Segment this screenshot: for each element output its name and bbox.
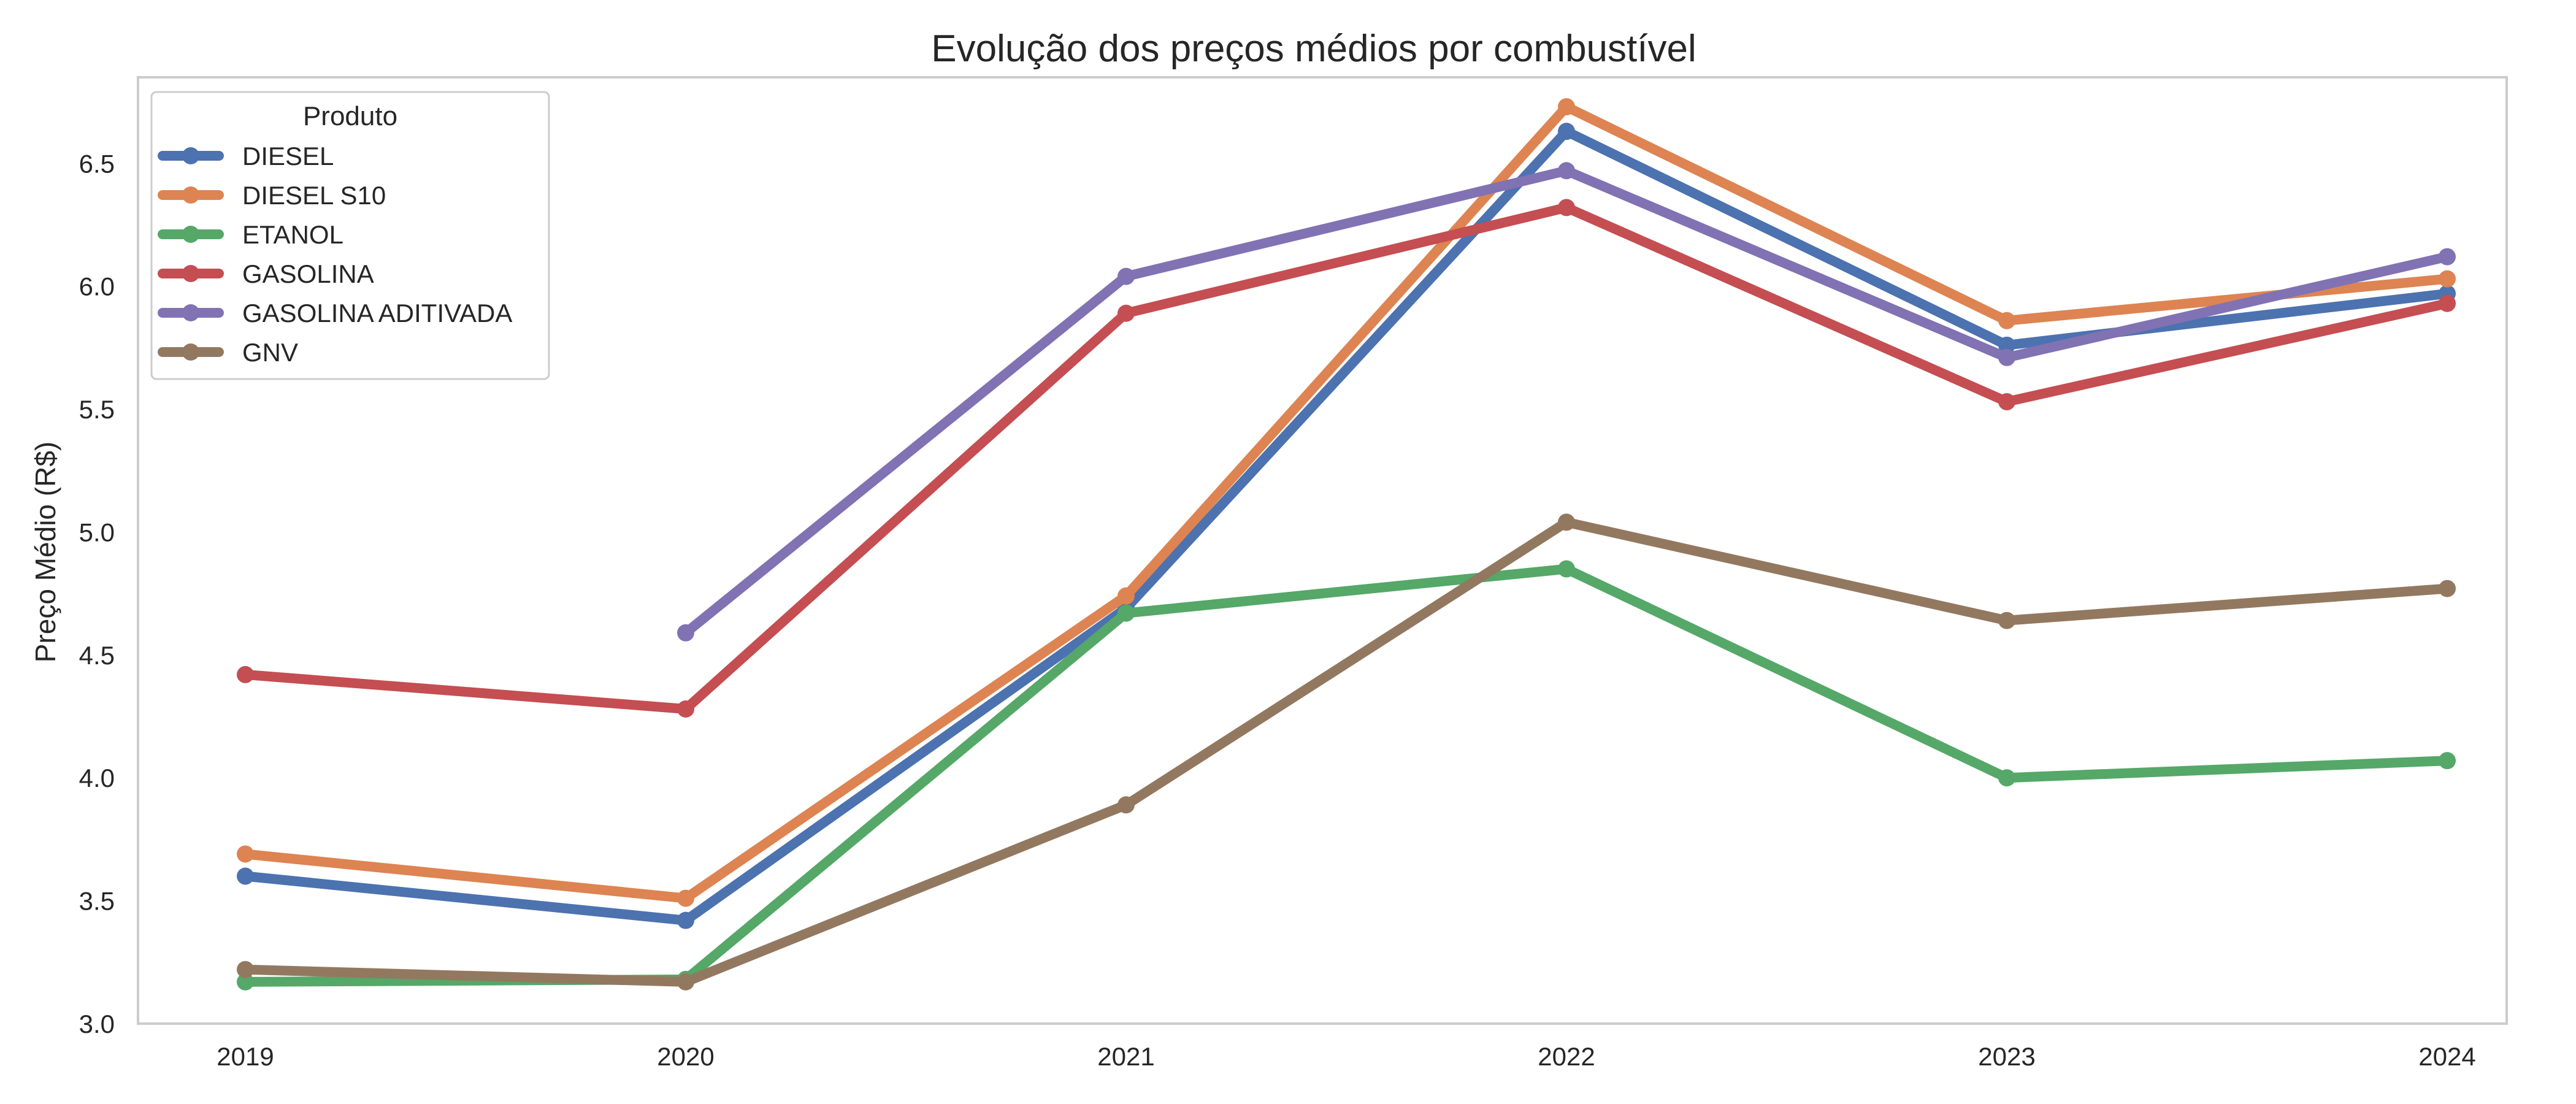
data-point xyxy=(677,911,694,929)
legend-item: DIESEL xyxy=(158,142,334,171)
y-axis-label: Preço Médio (R$) xyxy=(29,442,61,662)
data-point xyxy=(1558,199,1575,217)
y-tick-label: 6.5 xyxy=(79,149,115,178)
legend-box xyxy=(150,91,550,380)
y-tick-label: 3.0 xyxy=(79,1010,115,1038)
legend-item: GNV xyxy=(158,338,298,367)
data-point xyxy=(1998,336,2015,354)
data-point xyxy=(1117,604,1135,622)
legend-swatch-marker xyxy=(182,147,199,164)
data-point xyxy=(677,624,694,642)
data-point xyxy=(677,889,694,907)
series-2 xyxy=(237,560,2456,991)
data-point xyxy=(237,867,254,885)
legend-label: DIESEL S10 xyxy=(242,181,386,210)
y-tick-label: 6.0 xyxy=(79,272,115,301)
series-3 xyxy=(237,199,2456,718)
y-tick-label: 5.5 xyxy=(79,395,115,424)
data-point xyxy=(237,960,254,978)
data-point xyxy=(2439,580,2456,597)
data-point xyxy=(1998,348,2015,366)
y-axis: 3.0 3.5 4.0 4.5 5.0 5.5 6.0 6.5 xyxy=(79,149,115,1038)
data-point xyxy=(1558,98,1575,116)
x-tick-label: 2019 xyxy=(217,1042,274,1071)
x-tick-label: 2024 xyxy=(2418,1042,2475,1071)
legend-items: DIESEL DIESEL S10 ETANOL GASOLINA GASOLINA A… xyxy=(158,142,512,367)
legend-swatch-marker xyxy=(182,304,199,321)
data-point xyxy=(1558,123,1575,140)
data-point xyxy=(1998,769,2015,787)
legend-item: ETANOL xyxy=(158,220,343,249)
legend-label: GNV xyxy=(242,338,298,367)
series-line xyxy=(240,202,2452,714)
data-point xyxy=(1117,796,1135,814)
data-point xyxy=(2439,248,2456,266)
x-tick-label: 2021 xyxy=(1097,1042,1154,1071)
y-tick-label: 3.5 xyxy=(79,887,115,916)
legend-swatch-marker xyxy=(182,226,199,243)
x-axis: 2019 2020 2021 2022 2023 2024 xyxy=(217,1042,2475,1071)
legend-label: GASOLINA ADITIVADA xyxy=(242,299,512,328)
y-tick-label: 4.0 xyxy=(79,764,115,792)
plot-area xyxy=(137,76,2508,1025)
series-layer xyxy=(237,98,2456,991)
data-point xyxy=(1998,611,2015,629)
data-point xyxy=(2439,270,2456,288)
data-point xyxy=(1558,162,1575,180)
x-tick-label: 2023 xyxy=(1978,1042,2035,1071)
y-tick-label: 4.5 xyxy=(79,641,115,670)
data-point xyxy=(237,845,254,863)
legend-item: GASOLINA ADITIVADA xyxy=(158,299,512,328)
data-point xyxy=(677,700,694,718)
legend-swatch-marker xyxy=(182,186,199,204)
legend-swatch-marker xyxy=(182,265,199,282)
legend-title: Produto xyxy=(303,101,397,131)
data-point xyxy=(1117,587,1135,605)
data-point xyxy=(1998,393,2015,411)
data-point xyxy=(1558,560,1575,578)
chart-title: Evolução dos preços médios por combustív… xyxy=(931,28,1696,70)
data-point xyxy=(237,973,254,991)
series-1 xyxy=(237,98,2456,907)
data-point xyxy=(1117,304,1135,322)
data-point xyxy=(1117,267,1135,285)
data-point xyxy=(2439,752,2456,770)
series-line xyxy=(240,126,2452,926)
legend-label: ETANOL xyxy=(242,220,343,249)
legend: Produto DIESEL DIESEL S10 ETANOL GASOLINA GA… xyxy=(150,91,550,380)
data-point xyxy=(237,665,254,683)
series-line xyxy=(240,564,2452,987)
data-point xyxy=(1558,513,1575,531)
data-point xyxy=(1998,312,2015,329)
legend-item: GASOLINA xyxy=(158,259,374,288)
data-point xyxy=(677,973,694,991)
legend-label: DIESEL xyxy=(242,142,334,171)
x-tick-label: 2020 xyxy=(657,1042,714,1071)
series-line xyxy=(240,102,2452,903)
series-line xyxy=(240,517,2452,987)
series-4 xyxy=(677,162,2456,642)
series-0 xyxy=(237,123,2456,929)
legend-swatch-marker xyxy=(182,343,199,361)
legend-item: DIESEL S10 xyxy=(158,181,386,210)
x-tick-label: 2022 xyxy=(1538,1042,1595,1071)
data-point xyxy=(2439,294,2456,312)
legend-label: GASOLINA xyxy=(242,259,374,288)
series-5 xyxy=(237,513,2456,991)
y-tick-label: 5.0 xyxy=(79,518,115,546)
